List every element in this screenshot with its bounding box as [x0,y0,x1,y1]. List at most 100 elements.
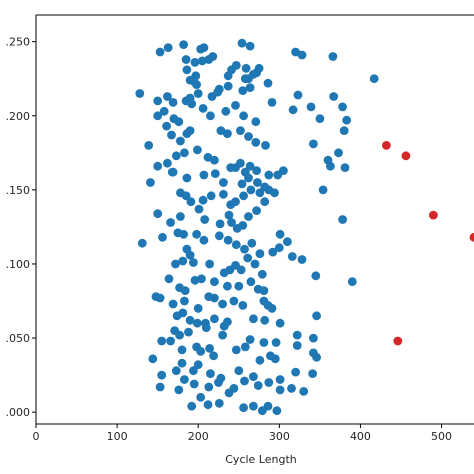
scatter-point [309,139,318,149]
scatter-point [178,308,188,318]
scatter-point [185,250,195,260]
scatter-point [204,382,214,392]
scatter-point [227,65,236,75]
scatter-point [243,253,253,263]
scatter-point [210,277,219,287]
scatter-point [252,68,261,78]
scatter-point [197,274,206,284]
scatter-point [200,215,210,224]
scatter-point [236,126,245,135]
scatter-point [251,138,261,147]
scatter-point [240,74,250,84]
scatter-point [245,335,255,344]
scatter-point [224,210,234,220]
scatter-point [338,215,347,224]
scatter-point [299,387,309,396]
scatter-point [288,105,298,115]
scatter-point [245,41,255,51]
scatter-point [311,271,321,281]
scatter-point [158,232,167,242]
axes: 0 100 200 300 400 500 .000 .050 .100 .150 .200 .250 [6,14,474,443]
scatter-point [193,360,203,370]
scatter-point [239,403,249,413]
scatter-point [159,106,169,116]
scatter-point [198,195,208,205]
scatter-point [163,92,172,101]
scatter-point [206,111,215,121]
scatter-point [244,173,253,183]
scatter-point [210,293,219,303]
scatter-point [253,381,263,390]
scatter-point [221,106,231,116]
scatter-point [309,333,318,343]
scatter-point [270,354,280,364]
scatter-point [227,218,236,227]
scatter-point [259,286,269,295]
scatter-point [180,296,189,306]
scatter-point [287,384,296,393]
scatter-point [199,43,209,52]
scatter-point [283,237,292,247]
scatter-point [163,158,172,168]
scatter-point [231,101,240,110]
scatter-point [308,369,317,378]
scatter-point [245,161,255,171]
scatter-point [237,179,247,189]
scatter-point [171,366,181,376]
scatter-point [279,166,288,176]
scatter-point [210,155,219,165]
scatter-point [244,212,253,221]
scatter-point [193,89,203,98]
scatter-point [196,347,206,356]
scatter-point [153,96,163,106]
scatter-point [155,293,165,303]
scatter-point [146,178,155,187]
scatter-point [255,249,265,258]
scatter-point [237,38,247,48]
scatter-point [267,98,277,107]
scatter-point [148,354,158,364]
scatter-point [275,385,285,395]
scatter-point [175,330,185,340]
scatter-point [185,315,195,325]
y-tick-label: .250 [6,36,31,49]
highlight-point [382,141,391,150]
scatter-point [153,161,163,171]
scatter-point [179,40,189,49]
scatter-point [229,384,239,393]
scatter-point [192,229,202,239]
scatter-point [187,99,197,109]
scatter-point [246,277,256,287]
scatter-point [171,259,180,269]
scatter-point [247,238,257,248]
scatter-point [249,372,258,381]
scatter-point [239,191,249,201]
scatter-point [244,132,253,141]
scatter-point [198,104,208,113]
scatter-point [155,47,165,57]
scatter-point [180,286,190,295]
scatter-point [177,345,187,355]
scatter-point [249,314,258,324]
scatter-point [245,83,255,92]
scatter-point [189,258,198,267]
scatter-point [153,209,163,219]
scatter-point [252,206,261,216]
scatter-point [209,351,219,361]
scatter-point [292,341,302,350]
scatter-point [297,50,307,60]
scatter-point [155,382,165,392]
highlight-point [393,336,403,346]
scatter-point [255,188,265,198]
scatter-point [203,400,213,410]
scatter-point [236,265,246,275]
scatter-point [210,169,220,179]
scatter-point [189,379,199,389]
scatter-point [340,163,350,173]
x-tick-label: 100 [107,430,128,443]
scatter-point [186,197,196,207]
scatter-point [196,392,206,402]
scatter-point [171,151,181,161]
highlight-point [429,210,438,220]
